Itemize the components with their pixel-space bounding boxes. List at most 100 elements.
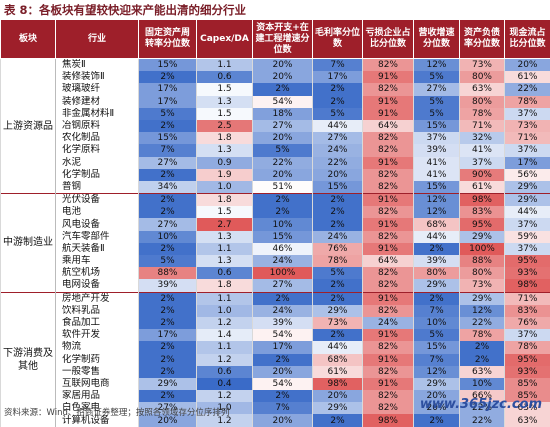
industry-name: 光伏设备: [56, 194, 139, 207]
metric-cell: 5%: [139, 108, 197, 120]
metric-cell: 15%: [253, 231, 313, 243]
metric-cell: 91%: [363, 71, 414, 83]
metric-cell: 54%: [253, 329, 313, 341]
industry-name: 玻璃玻纤: [56, 83, 139, 95]
metric-cell: 54%: [253, 378, 313, 390]
source-note: 资料来源：Wind、招商证券整理；按照各领域存分位序排列: [4, 406, 229, 418]
metric-cell: 20%: [253, 169, 313, 181]
metric-cell: 78%: [460, 108, 505, 120]
metric-cell: 5%: [139, 255, 197, 267]
metric-cell: 73%: [505, 120, 550, 132]
metric-cell: 93%: [505, 366, 550, 378]
metric-cell: 83%: [505, 305, 550, 317]
metric-cell: 7%: [414, 305, 460, 317]
industry-name: 装修装饰Ⅱ: [56, 71, 139, 83]
metric-cell: 82%: [363, 341, 414, 353]
metric-cell: 41%: [414, 157, 460, 169]
metric-cell: 82%: [363, 279, 414, 292]
industry-name: 化学原料: [56, 144, 139, 156]
column-header: 营收增速分位数: [414, 20, 460, 59]
metric-cell: 2%: [139, 366, 197, 378]
metric-cell: 2%: [139, 120, 197, 132]
metric-cell: 91%: [363, 329, 414, 341]
metric-cell: 1.0: [197, 181, 253, 194]
metric-cell: 29%: [460, 292, 505, 305]
metric-cell: 37%: [505, 243, 550, 255]
metric-cell: 80%: [414, 267, 460, 279]
metric-cell: 46%: [253, 243, 313, 255]
metric-cell: 17%: [139, 83, 197, 95]
metric-cell: 5%: [414, 108, 460, 120]
metric-cell: 100%: [253, 267, 313, 279]
metric-cell: 27%: [253, 120, 313, 132]
metric-cell: 20%: [253, 366, 313, 378]
metric-cell: 63%: [505, 414, 550, 426]
metric-cell: 2%: [414, 414, 460, 426]
metric-cell: 1.1: [197, 341, 253, 353]
metric-cell: 82%: [363, 144, 414, 156]
column-header: 现金流占比分位数: [505, 20, 550, 59]
industry-name: 航空机场: [56, 267, 139, 279]
metric-cell: 2%: [460, 354, 505, 366]
metric-cell: 34%: [139, 181, 197, 194]
metric-cell: 54%: [253, 96, 313, 108]
metric-cell: 91%: [363, 96, 414, 108]
metric-cell: 78%: [505, 96, 550, 108]
metric-cell: 82%: [363, 390, 414, 402]
metric-cell: 80%: [460, 96, 505, 108]
metric-cell: 63%: [460, 366, 505, 378]
metric-cell: 91%: [363, 157, 414, 169]
metric-cell: 2%: [313, 218, 363, 230]
metric-cell: 88%: [460, 255, 505, 267]
metric-cell: 10%: [414, 317, 460, 329]
metric-cell: 82%: [363, 206, 414, 218]
metric-cell: 15%: [414, 341, 460, 353]
metric-cell: 37%: [414, 132, 460, 144]
metric-cell: 15%: [139, 132, 197, 144]
metric-cell: 78%: [460, 329, 505, 341]
industry-name: 风电设备: [56, 218, 139, 230]
metric-cell: 7%: [253, 402, 313, 414]
metric-cell: 17%: [313, 71, 363, 83]
metric-cell: 61%: [460, 181, 505, 194]
metric-cell: 90%: [460, 169, 505, 181]
metric-cell: 1.1: [197, 292, 253, 305]
metric-cell: 12%: [414, 206, 460, 218]
metric-cell: 18%: [253, 108, 313, 120]
metric-cell: 2%: [460, 341, 505, 353]
metric-cell: 17%: [139, 329, 197, 341]
metric-cell: 12%: [414, 194, 460, 207]
metric-cell: 27%: [253, 279, 313, 292]
metric-cell: 82%: [363, 366, 414, 378]
metric-cell: 98%: [363, 414, 414, 426]
metric-cell: 44%: [414, 231, 460, 243]
metric-cell: 27%: [414, 83, 460, 95]
industry-name: 电池: [56, 206, 139, 218]
metric-cell: 2%: [139, 292, 197, 305]
metric-cell: 7%: [414, 354, 460, 366]
metric-cell: 82%: [363, 402, 414, 414]
metric-cell: 17%: [505, 157, 550, 169]
watermark: www.365jzc.com: [420, 397, 542, 412]
industry-name: 电网设备: [56, 279, 139, 292]
metric-cell: 32%: [460, 132, 505, 144]
industry-name: 化学制品: [56, 169, 139, 181]
metric-cell: 0.6: [197, 71, 253, 83]
metric-cell: 76%: [313, 243, 363, 255]
metric-cell: 1.2: [197, 354, 253, 366]
